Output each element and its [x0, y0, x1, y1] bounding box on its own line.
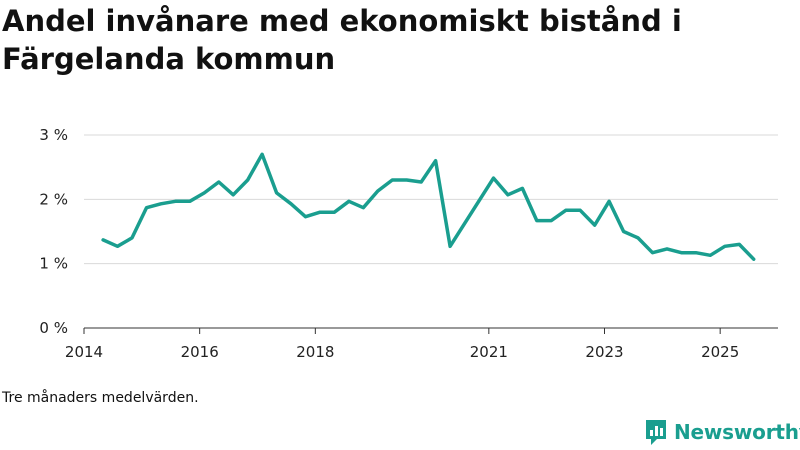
data-point — [448, 245, 452, 248]
data-point — [434, 159, 437, 162]
data-point — [145, 206, 148, 209]
data-point — [723, 245, 726, 248]
data-point — [492, 176, 495, 180]
data-point — [680, 251, 683, 254]
gridlines — [84, 134, 778, 265]
data-point — [246, 178, 249, 182]
data-point — [752, 257, 755, 261]
brand-name: Newsworthy — [674, 420, 800, 444]
line-chart: 0 % 1 % 2 % 3 % 2014 2016 2018 2021 2023 2025 — [39, 126, 778, 361]
newsworthy-logo-icon — [646, 420, 666, 445]
x-tick-label: 2018 — [296, 343, 334, 361]
y-tick-label: 2 % — [39, 190, 68, 208]
data-point — [188, 200, 192, 203]
y-tick-label: 0 % — [39, 319, 68, 337]
x-tick-label: 2023 — [585, 343, 623, 361]
x-tick-label: 2014 — [65, 343, 103, 361]
data-point — [232, 193, 235, 197]
data-point — [260, 153, 264, 156]
data-point — [405, 178, 408, 182]
series-line-0 — [101, 152, 756, 261]
y-axis-tick-labels: 0 % 1 % 2 % 3 % — [39, 126, 68, 337]
chart-title: Andel invånare med ekonomiskt bistånd i … — [2, 4, 682, 76]
data-point — [506, 193, 510, 197]
data-point — [651, 251, 654, 254]
x-axis-ticks: 2014 2016 2018 2021 2023 2025 — [65, 328, 739, 361]
y-tick-label: 1 % — [39, 255, 68, 273]
data-point — [593, 223, 596, 227]
data-point — [347, 200, 351, 203]
data-point — [550, 219, 553, 222]
data-point — [419, 180, 423, 184]
data-point — [101, 238, 105, 242]
data-point — [607, 200, 611, 203]
data-point — [130, 236, 134, 240]
newsworthy-brand[interactable]: Newsworthy — [644, 418, 800, 446]
data-point — [333, 211, 336, 214]
x-tick-label: 2021 — [470, 343, 508, 361]
data-series — [101, 152, 756, 261]
data-point — [694, 251, 698, 254]
footnote: Tre månaders medelvärden. — [2, 390, 199, 406]
data-point — [636, 236, 640, 240]
x-tick-label: 2025 — [701, 343, 739, 361]
data-point — [579, 209, 582, 212]
y-tick-label: 3 % — [39, 126, 68, 144]
data-point — [217, 180, 220, 184]
data-point — [376, 189, 379, 193]
data-point — [275, 191, 278, 195]
data-point — [738, 243, 741, 246]
x-tick-label: 2016 — [181, 343, 219, 361]
data-point — [535, 219, 539, 222]
data-point — [289, 202, 293, 206]
data-point — [159, 202, 163, 206]
data-point — [521, 187, 524, 190]
data-point — [203, 191, 206, 195]
data-point — [622, 230, 625, 233]
data-point — [564, 209, 567, 212]
data-point — [116, 245, 119, 248]
data-point — [665, 247, 669, 251]
data-point — [709, 254, 712, 257]
data-point — [391, 178, 394, 182]
data-point — [174, 200, 177, 203]
data-point — [318, 211, 322, 214]
data-point — [304, 215, 307, 218]
data-point — [362, 206, 365, 209]
